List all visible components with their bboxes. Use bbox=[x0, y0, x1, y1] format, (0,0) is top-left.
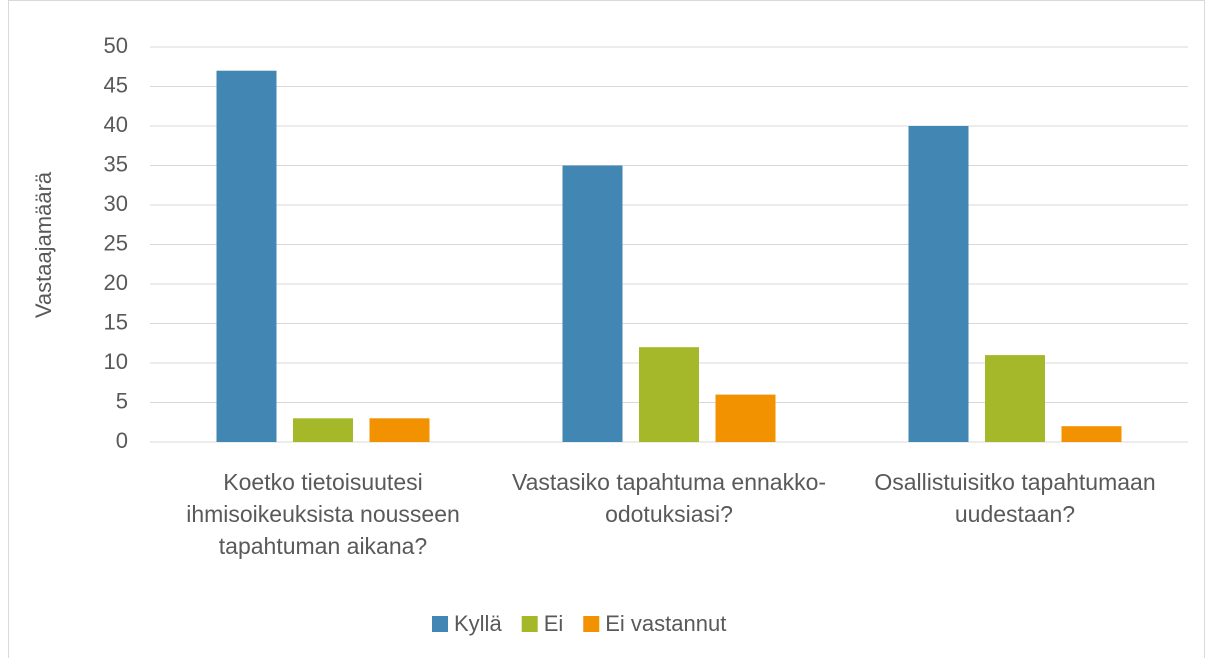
legend-swatch bbox=[521, 616, 538, 632]
y-tick-label: 45 bbox=[104, 72, 128, 97]
y-tick-label: 15 bbox=[104, 309, 128, 334]
legend-label: Ei bbox=[544, 611, 564, 636]
x-tick-label: Vastasiko tapahtuma ennakko-odotuksiasi? bbox=[511, 469, 827, 527]
x-tick-label: Koetko tietoisuutesi ihmisoikeuksista no… bbox=[186, 469, 460, 559]
bar bbox=[562, 165, 623, 442]
bar bbox=[985, 355, 1045, 442]
y-tick-label: 0 bbox=[116, 428, 128, 453]
bar bbox=[369, 418, 430, 442]
x-tick-label: Osallistuisitko tapahtumaan uudestaan? bbox=[874, 469, 1156, 527]
y-tick-label: 5 bbox=[116, 388, 128, 413]
bar bbox=[293, 418, 353, 442]
y-axis-label: Vastaajamäärä bbox=[31, 171, 56, 318]
y-tick-label: 35 bbox=[104, 151, 128, 176]
bar bbox=[216, 70, 277, 442]
y-tick-label: 30 bbox=[104, 191, 128, 216]
bar bbox=[715, 394, 776, 442]
legend-label: Kyllä bbox=[454, 611, 502, 636]
legend-swatch bbox=[583, 616, 600, 632]
y-tick-label: 10 bbox=[104, 349, 128, 374]
y-tick-label: 20 bbox=[104, 270, 128, 295]
y-tick-label: 25 bbox=[104, 230, 128, 255]
bar bbox=[639, 347, 699, 442]
bar bbox=[908, 126, 969, 442]
legend-label: Ei vastannut bbox=[605, 611, 726, 636]
legend-swatch bbox=[432, 616, 448, 632]
bar bbox=[1061, 426, 1122, 442]
chart-border bbox=[8, 0, 1205, 658]
y-tick-label: 40 bbox=[104, 112, 128, 137]
y-tick-label: 50 bbox=[104, 33, 128, 58]
